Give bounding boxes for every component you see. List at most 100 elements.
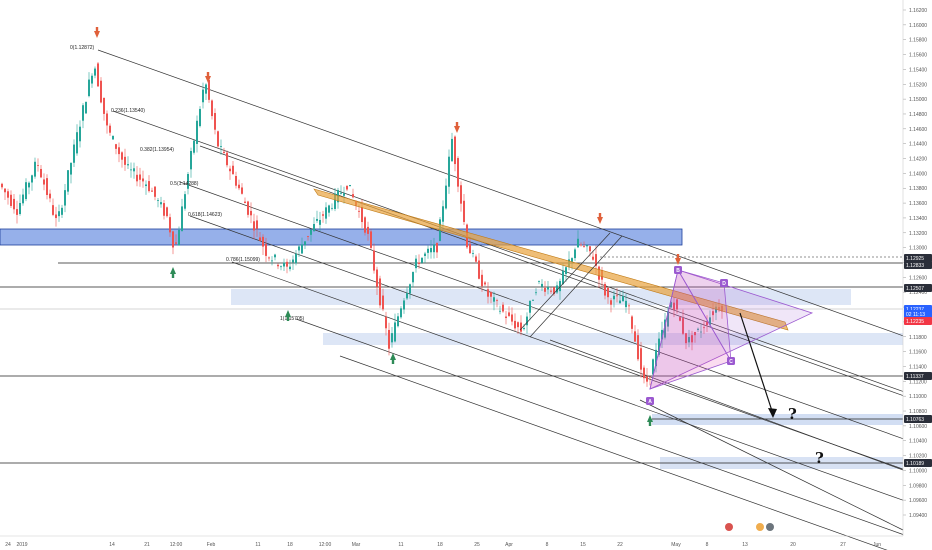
y-tick-label: 1.13400: [909, 216, 927, 222]
candle-body: [55, 214, 57, 219]
candle-body: [331, 207, 333, 209]
candle-body: [577, 238, 579, 248]
candle-body: [109, 125, 111, 133]
candle-body: [211, 100, 213, 117]
y-tick-label: 1.14200: [909, 157, 927, 163]
candle-body: [49, 193, 51, 199]
y-tick-label: 1.11000: [909, 394, 927, 400]
y-tick-label: 1.10400: [909, 439, 927, 445]
candle-body: [193, 140, 195, 153]
candle-body: [223, 151, 225, 153]
pattern-point-label: C: [729, 359, 733, 365]
resistance-zone: [0, 228, 683, 246]
candle-body: [595, 254, 597, 266]
candle-body: [619, 300, 621, 304]
channel-line: [231, 261, 904, 501]
candle-body: [667, 311, 669, 327]
candle-body: [397, 316, 399, 327]
swing-low-arrow: [170, 267, 176, 274]
candle-body: [607, 287, 609, 298]
candle-body: [613, 295, 615, 300]
drawings-layer: 0(1.12872) 0.236(1.13540) 0.382(1.13954) 0.…: [70, 27, 824, 467]
candle-body: [391, 333, 393, 343]
candle-body: [562, 270, 564, 284]
harmonic-bcd: [677, 269, 732, 362]
candle-body: [121, 152, 123, 160]
candle-body: [286, 261, 288, 267]
price-tag-label: 1.11337: [906, 374, 924, 380]
zone-lower: [323, 333, 903, 345]
candle-body: [490, 292, 492, 297]
candle-body: [499, 310, 501, 312]
swing-low-arrow-stem: [648, 422, 652, 426]
candle-body: [616, 295, 618, 297]
candle-body: [448, 156, 450, 187]
x-tick-label: 8: [706, 542, 709, 548]
swing-high-arrow-stem: [676, 254, 680, 258]
candle-body: [244, 201, 246, 204]
candles-layer: [1, 61, 723, 387]
pattern-point-marker: [674, 266, 682, 274]
candle-body: [676, 299, 678, 310]
candle-body: [46, 178, 48, 196]
candle-body: [79, 126, 81, 142]
candle-body: [118, 147, 120, 155]
price-tag-label: 1.10763: [906, 417, 924, 423]
candle-body: [553, 287, 555, 294]
candle-body: [241, 187, 243, 194]
x-tick-label: 22: [617, 542, 623, 548]
candle-body: [292, 259, 294, 263]
candle-body: [565, 267, 567, 274]
fib-label: 0.236(1.13540): [111, 108, 145, 114]
y-tick-label: 1.09800: [909, 483, 927, 489]
y-tick-label: 1.13000: [909, 246, 927, 252]
candle-body: [58, 211, 60, 217]
candle-body: [412, 272, 414, 283]
channel-line: [112, 110, 904, 392]
x-tick-label: 8: [546, 542, 549, 548]
candle-body: [520, 322, 522, 332]
candle-body: [631, 316, 633, 329]
pattern-point-label: B: [676, 268, 680, 274]
candle-body: [574, 249, 576, 259]
y-tick-label: 1.15400: [909, 67, 927, 73]
y-tick-label: 1.14400: [909, 142, 927, 148]
candle-body: [88, 79, 90, 97]
candle-body: [583, 246, 585, 247]
y-tick-label: 1.13800: [909, 186, 927, 192]
x-tick-label: 21: [144, 542, 150, 548]
y-tick-label: 1.16200: [909, 8, 927, 14]
candle-body: [124, 156, 126, 165]
swing-high-arrow: [454, 126, 460, 133]
candle-body: [625, 300, 627, 308]
candle-body: [145, 184, 147, 187]
y-tick-label: 1.14600: [909, 127, 927, 133]
candle-body: [256, 220, 258, 229]
channel-line: [549, 339, 904, 471]
price-tag: [904, 254, 932, 262]
swing-high-arrow-stem: [598, 213, 602, 217]
channel-line: [189, 215, 904, 470]
candle-body: [487, 289, 489, 297]
candle-body: [271, 260, 273, 262]
candle-body: [184, 194, 186, 209]
x-tick-label: May: [671, 542, 681, 548]
x-tick-label: 12:00: [170, 542, 183, 548]
y-tick-label: 1.16000: [909, 23, 927, 29]
candle-body: [586, 245, 588, 247]
candle-body: [151, 190, 153, 192]
channel-line: [339, 355, 888, 550]
candle-body: [7, 191, 9, 198]
candle-body: [31, 175, 33, 183]
candle-body: [4, 188, 6, 193]
y-tick-label: 1.11600: [909, 350, 927, 356]
candle-body: [13, 198, 15, 210]
x-tick-label: 13: [742, 542, 748, 548]
candle-body: [310, 229, 312, 235]
projection-arrowhead: [768, 408, 777, 418]
candle-body: [160, 202, 162, 205]
candle-body: [640, 348, 642, 370]
